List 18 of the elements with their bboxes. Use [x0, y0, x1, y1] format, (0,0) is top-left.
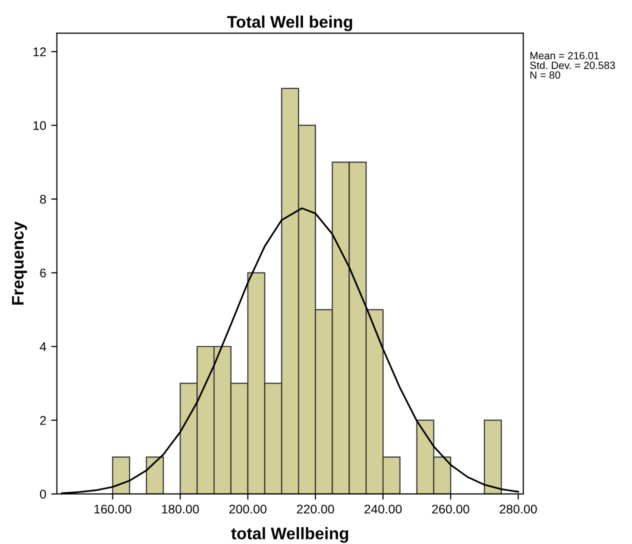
y-tick-label: 12	[34, 47, 46, 56]
chart-title: Total Well being	[227, 16, 352, 32]
x-tick-label: 180.00	[162, 504, 199, 514]
y-tick-label: 10	[34, 121, 46, 130]
y-axis-title: Frequency	[12, 222, 28, 305]
y-tick-label: 0	[40, 490, 46, 499]
x-tick-label: 200.00	[229, 504, 266, 514]
y-tick-label: 6	[40, 268, 46, 278]
x-tick-label: 220.00	[296, 504, 334, 514]
x-tick-label: 280.00	[500, 504, 537, 514]
text: Mean = 216.01 Std. Dev. = 20.583 N = 80	[530, 52, 615, 79]
y-tick-label: 8	[40, 194, 46, 204]
y-tick-label: 4	[40, 342, 46, 352]
x-tick-label: 260.00	[432, 504, 470, 514]
y-tick-label: 2	[40, 416, 46, 425]
x-tick-label: 160.00	[94, 504, 132, 514]
x-tick-label: 240.00	[364, 504, 402, 514]
x-axis-title: total Wellbeing	[231, 527, 348, 543]
